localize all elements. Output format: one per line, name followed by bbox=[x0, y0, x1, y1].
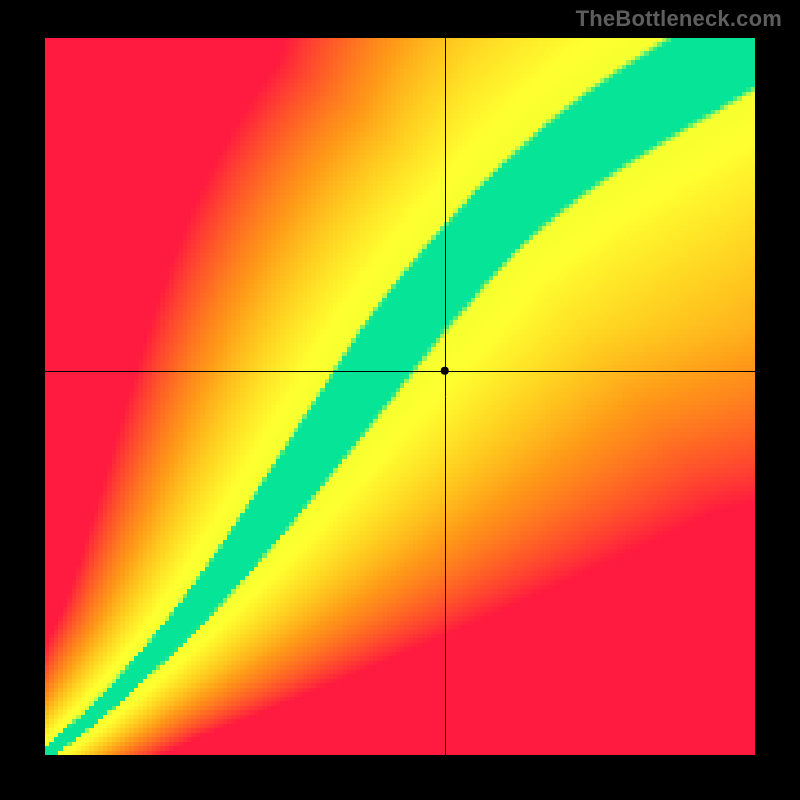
watermark-text: TheBottleneck.com bbox=[576, 6, 782, 32]
chart-frame: TheBottleneck.com bbox=[0, 0, 800, 800]
bottleneck-heatmap bbox=[45, 38, 755, 755]
